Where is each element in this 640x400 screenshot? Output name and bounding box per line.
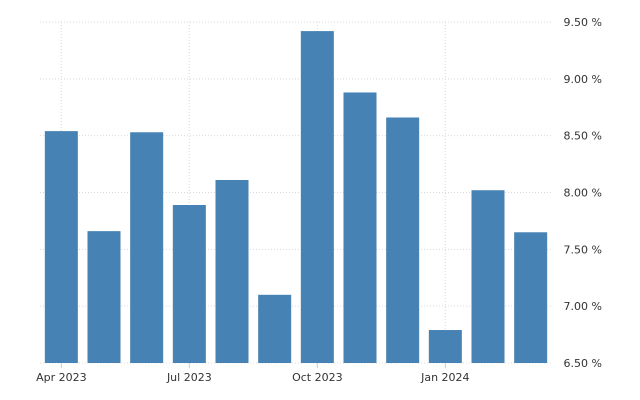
y-tick-label: 8.00 % — [564, 187, 602, 200]
bar[interactable] — [386, 117, 420, 363]
bar[interactable] — [428, 330, 462, 363]
bars — [44, 31, 548, 364]
y-tick-label: 8.50 % — [564, 130, 602, 143]
y-axis: 6.50 % 7.00 % 7.50 % 8.00 % 8.50 % 9.00 % 9.50… — [564, 16, 602, 370]
bar[interactable] — [87, 231, 121, 363]
y-tick-label: 7.00 % — [564, 300, 602, 313]
bar[interactable] — [215, 179, 249, 363]
bar[interactable] — [514, 232, 548, 363]
bar[interactable] — [44, 131, 78, 363]
y-tick-label: 9.50 % — [564, 16, 602, 29]
y-tick-label: 9.00 % — [564, 73, 602, 86]
bar[interactable] — [471, 190, 505, 363]
grid-lines — [40, 21, 552, 364]
x-axis: Apr 2023 Jul 2023 Oct 2023 Jan 2024 — [36, 363, 470, 384]
x-tick-label: Jul 2023 — [166, 371, 212, 384]
y-tick-label: 6.50 % — [564, 357, 602, 370]
y-tick-label: 7.50 % — [564, 243, 602, 256]
x-tick-label: Jan 2024 — [420, 371, 469, 384]
bar[interactable] — [172, 205, 206, 363]
bar[interactable] — [258, 294, 292, 363]
bar[interactable] — [130, 132, 164, 363]
x-tick-label: Apr 2023 — [36, 371, 87, 384]
bar[interactable] — [300, 31, 334, 364]
bar[interactable] — [343, 92, 377, 364]
x-tick-label: Oct 2023 — [292, 371, 343, 384]
